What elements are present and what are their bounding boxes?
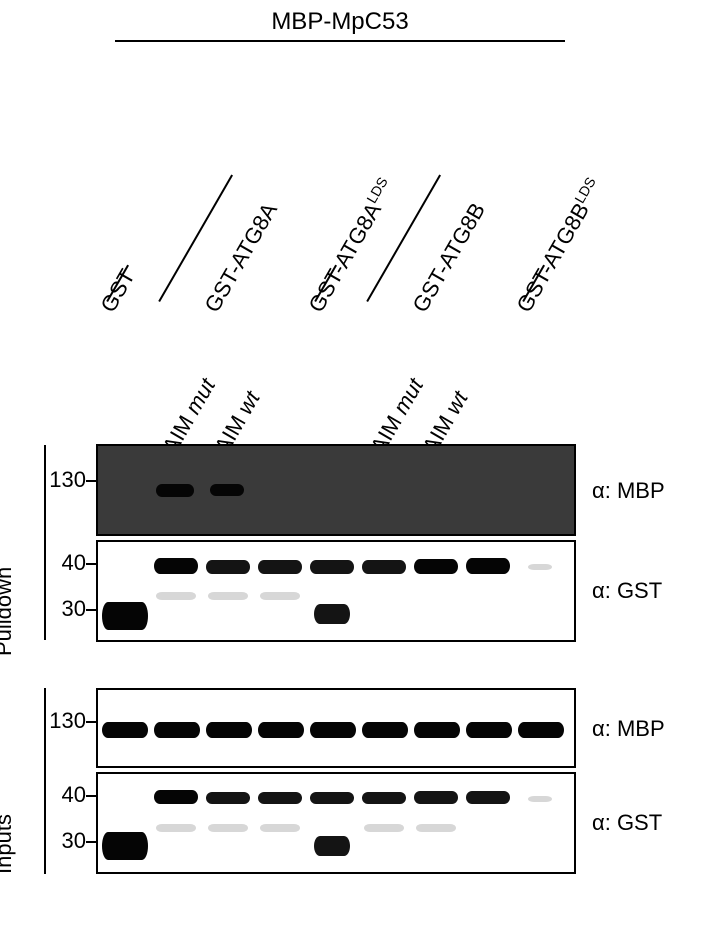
mw-130-inputs-mbp: 130 xyxy=(48,708,86,734)
band xyxy=(414,791,458,804)
mw-30-pulldown-gst: 30 xyxy=(48,596,86,622)
band xyxy=(258,722,304,738)
band-faint xyxy=(364,824,404,832)
lane-label-atg8b-lds: GST-ATG8BLDS xyxy=(511,175,608,317)
section-label-pulldown: Pulldown xyxy=(0,567,17,656)
band xyxy=(206,722,252,738)
band xyxy=(466,558,510,574)
band-faint xyxy=(416,824,456,832)
band-faint xyxy=(260,824,300,832)
band xyxy=(310,792,354,804)
mw-tick xyxy=(86,795,98,797)
blot-pulldown-gst xyxy=(96,540,576,642)
mw-30-inputs-gst: 30 xyxy=(48,828,86,854)
mw-tick xyxy=(86,721,98,723)
blot-pulldown-mbp xyxy=(96,444,576,536)
lane-label-atg8b: GST-ATG8B xyxy=(407,198,490,317)
band xyxy=(154,558,198,574)
figure-title: MBP-MpC53 xyxy=(115,8,565,36)
band xyxy=(310,560,354,574)
band xyxy=(102,832,148,860)
band xyxy=(310,722,356,738)
band xyxy=(466,722,512,738)
band xyxy=(362,722,408,738)
band xyxy=(314,604,350,624)
band xyxy=(314,836,350,856)
band xyxy=(518,722,564,738)
section-label-inputs: Inputs xyxy=(0,814,17,874)
band-faint xyxy=(528,796,552,802)
band-faint xyxy=(156,824,196,832)
band-faint xyxy=(528,564,552,570)
mw-40-inputs-gst: 40 xyxy=(48,782,86,808)
band xyxy=(258,792,302,804)
lane-label-atg8a-lds: GST-ATG8ALDS xyxy=(303,175,400,317)
section-line-inputs xyxy=(44,688,46,874)
blot-inputs-mbp xyxy=(96,688,576,768)
band xyxy=(362,560,406,574)
band xyxy=(154,722,200,738)
band-faint xyxy=(156,592,196,600)
band-faint xyxy=(260,592,300,600)
band xyxy=(102,602,148,630)
ab-label-inputs-gst: α: GST xyxy=(592,810,662,836)
mw-tick xyxy=(86,609,98,611)
mw-130-pulldown-mbp: 130 xyxy=(48,467,86,493)
band xyxy=(210,484,244,496)
section-line-pulldown xyxy=(44,445,46,640)
band xyxy=(154,790,198,804)
ab-label-inputs-mbp: α: MBP xyxy=(592,716,665,742)
band xyxy=(156,484,194,497)
band xyxy=(414,722,460,738)
figure-root: MBP-MpC53 GST GST-ATG8A GST-ATG8ALDS GST… xyxy=(0,0,727,933)
ab-label-pulldown-mbp: α: MBP xyxy=(592,478,665,504)
blot-inputs-gst xyxy=(96,772,576,874)
band-faint xyxy=(208,592,248,600)
figure-title-underline xyxy=(115,40,565,42)
band xyxy=(466,791,510,804)
band xyxy=(362,792,406,804)
band-faint xyxy=(208,824,248,832)
mw-tick xyxy=(86,563,98,565)
lane-label-atg8a: GST-ATG8A xyxy=(199,198,282,317)
band xyxy=(258,560,302,574)
mw-tick xyxy=(86,480,98,482)
band xyxy=(102,722,148,738)
band xyxy=(206,560,250,574)
mw-tick xyxy=(86,841,98,843)
band xyxy=(414,559,458,574)
mw-40-pulldown-gst: 40 xyxy=(48,550,86,576)
lane-label-gst: GST xyxy=(95,265,140,317)
ab-label-pulldown-gst: α: GST xyxy=(592,578,662,604)
band xyxy=(206,792,250,804)
